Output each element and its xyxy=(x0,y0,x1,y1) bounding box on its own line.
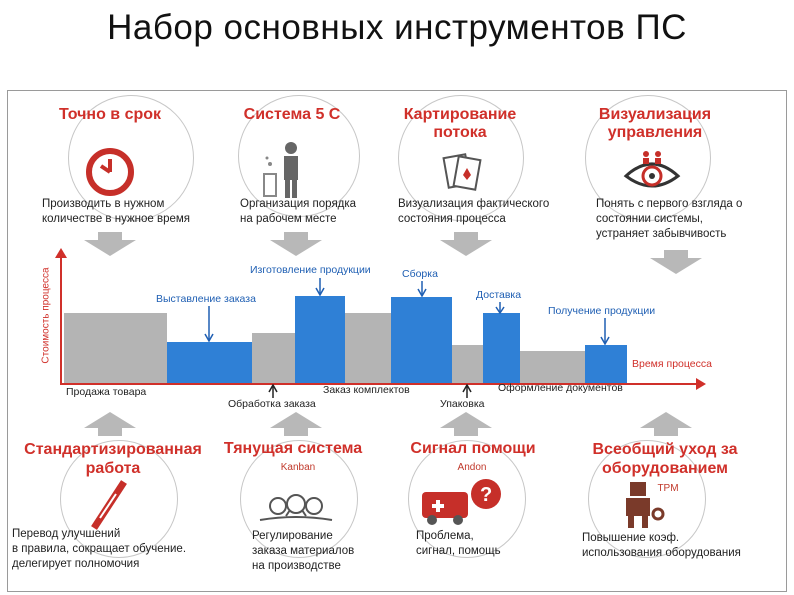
desc-visual: Понять с первого взгляда о состоянии сис… xyxy=(596,197,742,242)
clock-icon xyxy=(86,148,134,196)
axis-arrow-icon xyxy=(55,248,67,258)
label-order-placement: Выставление заказа xyxy=(156,293,256,305)
heading-pull: Тянущая система xyxy=(223,440,363,457)
up-arrow-icon xyxy=(84,412,136,436)
heading-std-work: Стандартизированная работа xyxy=(24,441,202,477)
plant-icon xyxy=(259,494,333,521)
label-production: Изготовление продукции xyxy=(250,264,371,276)
desc-vsm-line1: Визуализация фактического xyxy=(398,198,550,210)
down-arrow-icon xyxy=(270,232,322,256)
pointer-arrow-icon xyxy=(417,281,427,297)
ambulance-icon: ? xyxy=(422,479,501,525)
sub-andon: Andon xyxy=(457,462,487,473)
desc-andon-line2: сигнал, помощь xyxy=(416,545,501,557)
circle-5s xyxy=(238,95,360,217)
label-sale: Продажа товара xyxy=(66,386,147,398)
pipette-icon xyxy=(91,480,127,530)
desc-5s-line2: на рабочем месте xyxy=(240,213,337,225)
desc-visual-line1: Понять с первого взгляда о xyxy=(596,198,743,210)
desc-pull-line3: на производстве xyxy=(252,560,341,572)
circle-pull xyxy=(240,440,358,558)
desc-visual-line2: состоянии системы, xyxy=(596,213,704,225)
x-axis-label: Время процесса xyxy=(632,358,712,370)
bar-documents xyxy=(520,351,585,383)
desc-jit: Производить в нужном количестве в нужное… xyxy=(42,197,190,227)
up-arrow-icon xyxy=(440,412,492,436)
pointer-arrow-icon xyxy=(600,318,610,345)
desc-jit-line2: количестве в нужное время xyxy=(42,213,191,225)
eye-icon xyxy=(623,151,681,188)
down-arrow-icon xyxy=(650,250,702,274)
label-kit-order: Заказ комплектов xyxy=(323,384,410,396)
desc-pull-line2: заказа материалов xyxy=(252,545,355,557)
pointer-arrow-icon xyxy=(495,302,505,314)
bar-order-placement xyxy=(167,342,252,383)
pointer-arrow-icon xyxy=(204,306,214,342)
desc-andon-line1: Проблема, xyxy=(416,530,474,542)
svg-text:?: ? xyxy=(480,484,492,506)
playing-card-icon xyxy=(442,153,482,191)
desc-pull-line1: Регулирование xyxy=(252,530,333,542)
cost-axis xyxy=(60,255,62,385)
desc-tpm-line1: Повышение коэф. xyxy=(582,532,680,544)
desc-5s-line1: Организация порядка xyxy=(240,198,357,210)
pointer-arrow-icon xyxy=(315,278,325,296)
label-receipt: Получение продукции xyxy=(548,305,656,317)
sub-pull: Kanban xyxy=(280,462,316,473)
up-arrow-icon xyxy=(270,412,322,436)
heading-tpm: Всеобщий уход за оборудованием xyxy=(592,441,738,477)
up-arrow-icon xyxy=(640,412,692,436)
label-order-processing: Обработка заказа xyxy=(228,398,316,410)
robot-icon xyxy=(626,482,665,528)
label-delivery: Доставка xyxy=(476,289,522,301)
desc-std-work: Перевод улучшений в правила, сокращает о… xyxy=(12,527,186,572)
desc-tpm-line2: использования оборудования xyxy=(582,547,741,559)
bar-sale xyxy=(64,313,167,383)
down-arrow-icon xyxy=(440,232,492,256)
bar-packing xyxy=(452,345,483,383)
bar-order-processing xyxy=(252,333,295,383)
slide-title: Набор основных инструментов ПС xyxy=(107,8,687,47)
heading-andon: Сигнал помощи xyxy=(410,440,536,457)
label-assembly: Сборка xyxy=(402,268,438,280)
sub-tpm: TPM xyxy=(657,483,679,494)
person-trash-icon xyxy=(263,142,298,198)
circle-jit xyxy=(68,95,194,221)
circle-std-work xyxy=(60,440,178,558)
label-packing: Упаковка xyxy=(440,398,485,410)
y-axis-label: Стоимость процесса xyxy=(40,267,52,364)
desc-andon: Проблема, сигнал, помощь xyxy=(416,529,501,559)
desc-std-work-line2: в правила, сокращает обучение. xyxy=(12,543,187,555)
pointer-arrow-icon xyxy=(462,384,472,398)
time-axis xyxy=(60,383,700,385)
desc-vsm-line2: состояния процесса xyxy=(398,213,506,225)
desc-std-work-line1: Перевод улучшений xyxy=(12,528,121,540)
desc-vsm: Визуализация фактического состояния проц… xyxy=(398,197,549,227)
bar-delivery xyxy=(483,313,520,383)
heading-jit: Точно в срок xyxy=(58,106,162,123)
desc-jit-line1: Производить в нужном xyxy=(42,198,165,210)
desc-tpm: Повышение коэф. использования оборудован… xyxy=(582,531,741,561)
bar-kit-order xyxy=(345,313,391,383)
desc-5s: Организация порядка на рабочем месте xyxy=(240,197,356,227)
axis-arrow-icon xyxy=(696,378,706,390)
bar-assembly xyxy=(391,297,452,383)
bar-receipt xyxy=(585,345,627,383)
pointer-arrow-icon xyxy=(268,384,278,398)
desc-visual-line3: устраняет забывчивость xyxy=(596,228,727,240)
desc-pull: Регулирование заказа материалов на произ… xyxy=(252,529,354,574)
label-documents: Оформление документов xyxy=(498,382,623,394)
down-arrow-icon xyxy=(84,232,136,256)
heading-5s: Система 5 С xyxy=(243,106,341,123)
heading-visual: Визуализация управления xyxy=(598,106,712,141)
desc-std-work-line3: делегирует полномочия xyxy=(12,558,140,570)
heading-vsm: Картирование потока xyxy=(403,106,517,141)
bar-production xyxy=(295,296,345,383)
